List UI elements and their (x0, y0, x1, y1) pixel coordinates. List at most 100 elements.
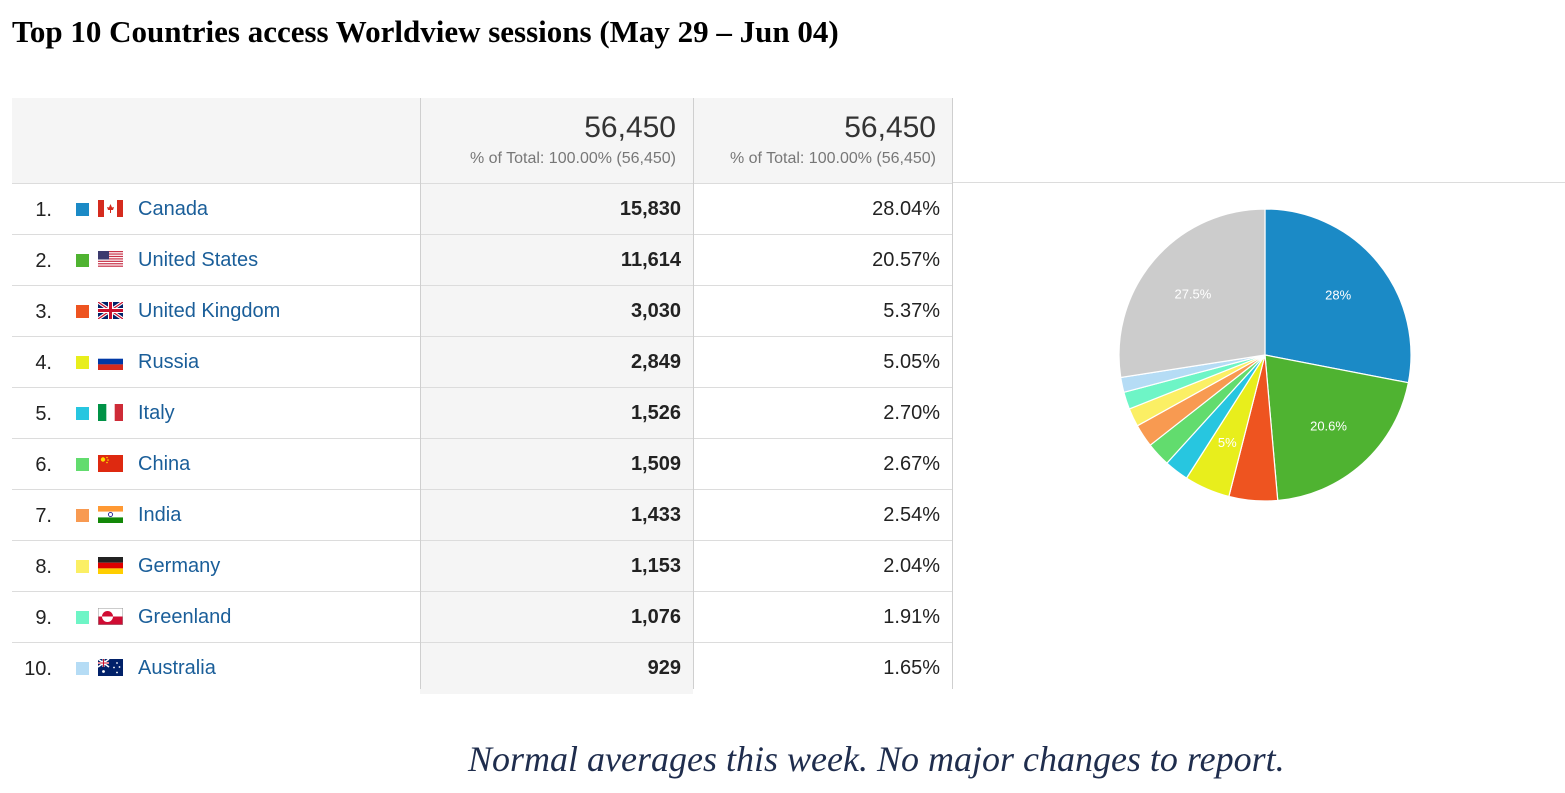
legend-swatch (76, 407, 89, 420)
row-rank: 8. (35, 556, 52, 578)
row-rank: 4. (35, 352, 52, 374)
country-link[interactable]: United States (138, 249, 259, 271)
legend-swatch (76, 458, 89, 471)
table-row: 9. Greenland 1,076 1.91% (12, 592, 953, 643)
sessions-value: 11,614 (620, 249, 681, 271)
china-flag-icon (98, 455, 123, 472)
country-link[interactable]: Russia (138, 351, 200, 373)
sessions-cell-bg (420, 388, 693, 438)
sessions-value: 2,849 (630, 351, 681, 373)
legend-swatch (76, 356, 89, 369)
row-rank: 10. (24, 658, 52, 680)
sessions-cell-bg (420, 541, 693, 591)
sessions-cell-bg (420, 235, 693, 285)
legend-swatch (76, 203, 89, 216)
percent-value: 1.65% (883, 657, 940, 679)
sessions-cell-bg (420, 184, 693, 234)
column-divider (952, 98, 953, 689)
table-row: 7. India 1,433 2.54% (12, 490, 953, 541)
table-row: 5. Italy 1,526 2.70% (12, 388, 953, 439)
percent-value: 1.91% (883, 606, 940, 628)
header-divider (953, 182, 1565, 183)
row-rank: 5. (35, 403, 52, 425)
pie-slice-label: 27.5% (1174, 286, 1211, 301)
percent-value: 2.54% (883, 504, 940, 526)
table-header: 56,450 % of Total: 100.00% (56,450) 56,4… (12, 98, 953, 184)
sessions-value: 1,433 (630, 504, 681, 526)
percent-value: 28.04% (872, 198, 940, 220)
country-link[interactable]: Canada (138, 198, 209, 220)
row-rank: 6. (35, 454, 52, 476)
legend-swatch (76, 254, 89, 267)
pie-chart: 28% 20.6% 5% 27.5% (1118, 208, 1412, 502)
percent-value: 2.67% (883, 453, 940, 475)
column-divider (693, 98, 694, 689)
pie-slice-label: 5% (1218, 435, 1237, 450)
country-link[interactable]: India (138, 504, 182, 526)
pie-slice-canada (1264, 208, 1412, 384)
percent-value: 2.04% (883, 555, 940, 577)
sessions-value: 1,076 (630, 606, 681, 628)
italy-flag-icon (98, 404, 123, 421)
percent-value: 5.05% (883, 351, 940, 373)
table-body: 1. Canada 15,830 28.04% 2. United States 11,61… (12, 184, 953, 694)
percent-total-sub: % of Total: 100.00% (56,450) (729, 150, 936, 167)
australia-flag-icon (97, 658, 123, 676)
row-rank: 2. (35, 250, 52, 272)
sessions-cell-bg (420, 337, 693, 387)
sessions-total-header: 56,450 % of Total: 100.00% (56,450) (420, 98, 676, 183)
percent-total-header: 56,450 % of Total: 100.00% (56,450) (693, 98, 936, 183)
country-link[interactable]: United Kingdom (138, 300, 281, 322)
summary-note: Normal averages this week. No major chan… (468, 739, 1285, 779)
sessions-value: 1,153 (630, 555, 681, 577)
table-row: 4. Russia 2,849 5.05% (12, 337, 953, 388)
sessions-total-sub: % of Total: 100.00% (56,450) (469, 150, 676, 167)
usa-flag-icon (98, 251, 123, 268)
pie-slice-united-states (1264, 354, 1410, 502)
country-link[interactable]: Germany (138, 555, 221, 577)
greenland-flag-icon (98, 608, 123, 625)
row-rank: 7. (35, 505, 52, 527)
pie-slice-label: 28% (1325, 288, 1351, 303)
legend-swatch (76, 305, 89, 318)
percent-value: 20.57% (872, 249, 940, 271)
sessions-value: 15,830 (619, 198, 681, 220)
table-row: 3. United Kingdom 3,030 5.37% (12, 286, 953, 337)
sessions-cell-bg (420, 592, 693, 642)
country-link[interactable]: Australia (138, 657, 216, 679)
india-flag-icon (98, 506, 123, 523)
sessions-cell-bg (420, 490, 693, 540)
russia-flag-icon (98, 353, 123, 370)
country-table: 56,450 % of Total: 100.00% (56,450) 56,4… (12, 98, 1565, 694)
table-row: 2. United States 11,614 20.57% (12, 235, 953, 286)
report-title: Top 10 Countries access Worldview sessio… (12, 14, 839, 49)
percent-value: 5.37% (883, 300, 940, 322)
percent-total-value: 56,450 (844, 111, 936, 144)
legend-swatch (76, 662, 89, 675)
pie-slice-other (1118, 208, 1266, 379)
uk-flag-icon (97, 300, 124, 321)
country-link[interactable]: Italy (138, 402, 175, 424)
table-row: 8. Germany 1,153 2.04% (12, 541, 953, 592)
sessions-cell-bg (420, 643, 693, 694)
legend-swatch (76, 509, 89, 522)
country-link[interactable]: China (138, 453, 191, 475)
table-row: 6. China 1,509 2.67% (12, 439, 953, 490)
pie-slice-label: 20.6% (1310, 418, 1347, 433)
country-link[interactable]: Greenland (138, 606, 232, 628)
row-rank: 9. (35, 607, 52, 629)
column-divider (420, 98, 421, 689)
row-rank: 3. (35, 301, 52, 323)
sessions-cell-bg (420, 286, 693, 336)
legend-swatch (76, 560, 89, 573)
sessions-value: 3,030 (630, 300, 681, 322)
canada-flag-icon (98, 200, 123, 217)
sessions-value: 929 (647, 657, 681, 679)
percent-value: 2.70% (883, 402, 940, 424)
sessions-value: 1,509 (630, 453, 681, 475)
sessions-cell-bg (420, 439, 693, 489)
germany-flag-icon (98, 557, 123, 574)
table-row: 1. Canada 15,830 28.04% (12, 184, 953, 235)
legend-swatch (76, 611, 89, 624)
sessions-total-value: 56,450 (584, 111, 676, 144)
